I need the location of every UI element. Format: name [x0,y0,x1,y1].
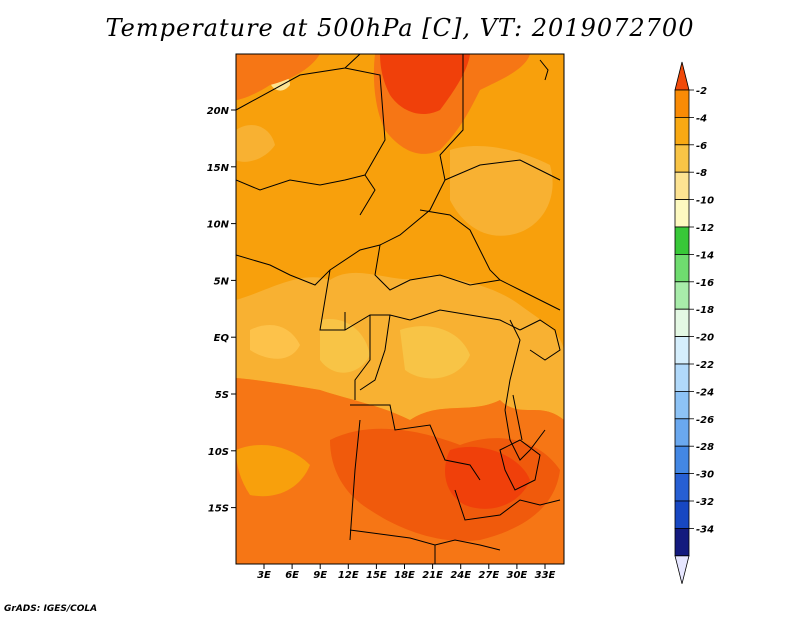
colorbar-label: -24 [696,387,714,398]
lon-tick-label: 3E [257,570,271,581]
colorbar-bottom-arrow [674,555,690,584]
colorbar: -2 -4 -6 -8 -10 -12 -14 -16 -18 -20 -22 -24 -26 -28 -3… [674,61,714,584]
lon-tick-label: 24E [450,570,471,581]
colorbar-label: -12 [696,223,714,234]
colorbar-swatch [674,528,690,557]
field-pale-patch-1 [250,325,300,359]
field-south-hot [445,446,530,509]
colorbar-top-arrow [674,61,690,91]
lon-tick-label: 27E [478,570,499,581]
colorbar-swatch [674,171,690,200]
field-sw-orange [236,445,310,497]
map-title: Temperature at 500hPa [C], VT: 201907270… [105,14,695,42]
lat-tick-label: 5N [214,276,230,287]
colorbar-label: -14 [696,250,714,261]
field-light-band [236,272,564,420]
colorbar-label: -32 [696,497,714,508]
colorbar-swatch [674,336,690,365]
lon-tick-label: 18E [394,570,415,581]
colorbar-label: -30 [696,470,714,481]
colorbar-label: -6 [696,141,707,152]
field-nw-warm [236,54,320,100]
colorbar-swatch [674,117,690,146]
colorbar-swatch [674,500,690,529]
colorbar-swatch [674,226,690,255]
colorbar-swatch [674,253,690,283]
lon-tick-label: 21E [422,570,443,581]
plot-frame [235,53,565,565]
colorbar-label: -34 [696,524,714,535]
colorbar-swatch [674,445,690,475]
lat-tick-label: 10S [208,447,229,458]
colorbar-swatch [674,89,690,118]
lat-tick-label: 20N [207,106,230,117]
colorbar-label: -16 [696,278,714,289]
lat-tick-label: 15N [207,163,230,174]
colorbar-label: -28 [696,442,714,453]
lon-tick-label: 15E [366,570,387,581]
lat-tick-label: EQ [214,333,230,344]
lon-tick-label: 9E [313,570,327,581]
colorbar-swatch [674,363,690,392]
colorbar-swatch [674,308,690,338]
colorbar-label: -10 [696,196,714,207]
latitude-axis: 20N 15N 10N 5N EQ 5S 10S 15S [207,106,236,515]
colorbar-label: -8 [696,168,707,179]
colorbar-swatch [674,390,690,420]
colorbar-swatch [674,144,690,173]
colorbar-label: -2 [696,86,707,97]
lat-tick-label: 15S [208,504,229,515]
colorbar-swatch [674,199,690,228]
lon-tick-label: 6E [285,570,299,581]
temperature-field [236,54,564,564]
field-north-core [380,54,470,115]
colorbar-swatch [674,281,690,310]
colorbar-label: -4 [696,113,707,124]
field-light-west [236,125,275,162]
lon-tick-label: 12E [338,570,359,581]
lat-tick-label: 5S [215,390,229,401]
colorbar-label: -26 [696,415,714,426]
country-borders [236,54,561,564]
lon-tick-label: 33E [535,570,556,581]
lat-tick-label: 10N [207,220,230,231]
field-pale-patch-2 [320,319,370,373]
field-pale-patch-3 [400,326,470,379]
grads-credit: GrADS: IGES/COLA [4,604,98,614]
colorbar-label: -22 [696,360,714,371]
longitude-axis: 3E 6E 9E 12E 15E 18E 21E 24E 27E 30E 33E [257,564,556,581]
field-light-east [450,145,553,236]
colorbar-swatch [674,473,690,502]
colorbar-label: -20 [696,333,714,344]
colorbar-label: -18 [696,305,714,316]
colorbar-swatch [674,418,690,447]
lon-tick-label: 30E [507,570,528,581]
